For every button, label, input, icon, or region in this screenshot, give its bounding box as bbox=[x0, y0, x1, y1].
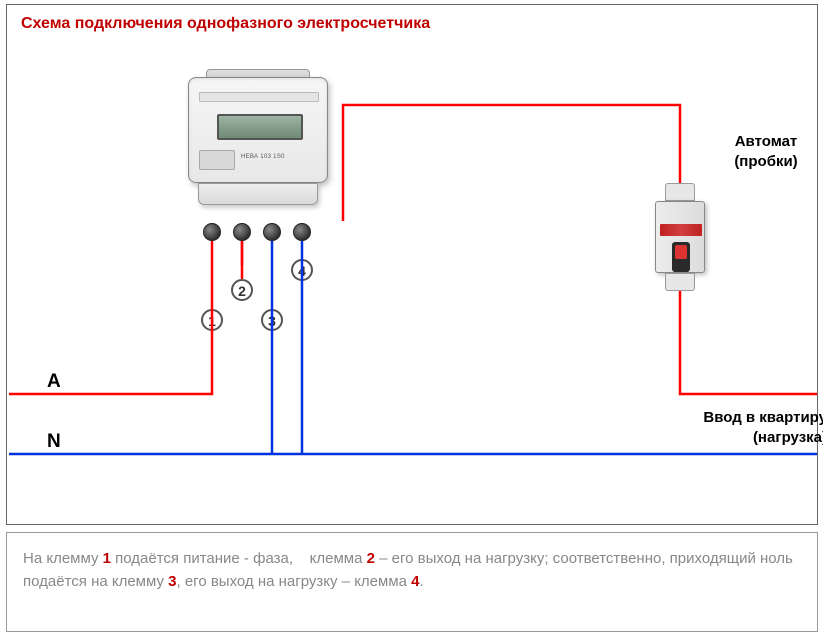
breaker-red-label bbox=[660, 224, 702, 236]
breaker-label-line1: Автомат bbox=[711, 133, 821, 150]
caption-t2: подаётся питание - фаза, клемма bbox=[111, 550, 367, 567]
caption-n4: 4 bbox=[411, 573, 419, 590]
caption-n1: 1 bbox=[103, 550, 111, 567]
wire-A-in bbox=[9, 241, 212, 394]
terminal-3 bbox=[263, 223, 281, 241]
wire-num-2: 2 bbox=[231, 279, 253, 301]
load-label-line2: (нагрузка) bbox=[687, 429, 823, 446]
caption-t5: . bbox=[420, 573, 424, 590]
electric-meter: НЕВА 103 1S0 bbox=[188, 77, 328, 205]
neutral-N-label: N bbox=[47, 431, 61, 453]
breaker-top-lug bbox=[665, 183, 695, 201]
meter-model-text: НЕВА 103 1S0 bbox=[241, 154, 285, 160]
terminal-1 bbox=[203, 223, 221, 241]
load-label-line1: Ввод в квартиру bbox=[687, 409, 823, 426]
wire-num-3: 3 bbox=[261, 309, 283, 331]
meter-terminal-cover bbox=[198, 183, 318, 205]
caption-t4: , его выход на нагрузку – клемма bbox=[177, 573, 412, 590]
diagram-title: Схема подключения однофазного электросче… bbox=[21, 15, 430, 33]
circuit-breaker bbox=[655, 183, 705, 291]
caption-n3: 3 bbox=[168, 573, 176, 590]
breaker-body bbox=[655, 201, 705, 273]
wire-breaker-to-load bbox=[680, 291, 817, 394]
caption-n2: 2 bbox=[367, 550, 375, 567]
wire-phase-to-breaker bbox=[343, 105, 680, 221]
phase-A-label: A bbox=[47, 371, 61, 393]
terminal-4 bbox=[293, 223, 311, 241]
caption-t1: На клемму bbox=[23, 550, 103, 567]
meter-lcd bbox=[217, 114, 303, 140]
breaker-label-line2: (пробки) bbox=[711, 153, 821, 170]
wire-num-4: 4 bbox=[291, 259, 313, 281]
breaker-toggle bbox=[672, 242, 690, 272]
meter-brand-badge bbox=[199, 150, 235, 170]
wire-num-1: 1 bbox=[201, 309, 223, 331]
terminal-2 bbox=[233, 223, 251, 241]
diagram-frame: Схема подключения однофазного электросче… bbox=[6, 4, 818, 525]
caption-box: На клемму 1 подаётся питание - фаза, кле… bbox=[6, 532, 818, 632]
meter-body: НЕВА 103 1S0 bbox=[188, 77, 328, 183]
meter-nameplate bbox=[199, 92, 319, 102]
breaker-bottom-lug bbox=[665, 273, 695, 291]
